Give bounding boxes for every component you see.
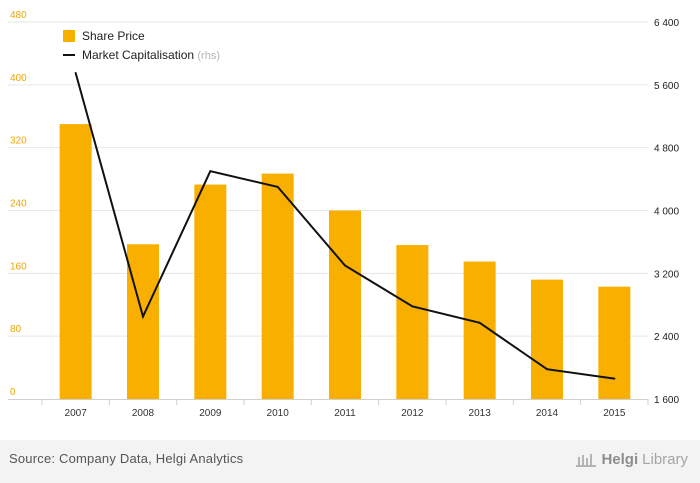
y-left-tick-label: 80 [10, 324, 22, 335]
legend-label-share-price: Share Price [82, 29, 145, 43]
x-tick-label: 2010 [267, 408, 290, 419]
footer: Source: Company Data, Helgi Analytics He… [0, 440, 700, 483]
y-left-tick-label: 240 [10, 199, 27, 210]
y-right-tick-label: 2 400 [654, 332, 679, 343]
line-point [546, 368, 548, 371]
x-tick-label: 2015 [603, 408, 626, 419]
line-point [344, 264, 346, 267]
x-tick-label: 2009 [199, 408, 222, 419]
legend-swatch-share-price [63, 30, 75, 42]
bar [59, 124, 92, 400]
line-point [411, 305, 414, 308]
brand-logo: Helgi Library [575, 451, 688, 468]
y-right-tick-label: 3 200 [654, 269, 679, 280]
x-tick-label: 2013 [469, 408, 492, 419]
bar [127, 244, 159, 399]
line-point [209, 170, 212, 173]
line-point [74, 72, 77, 75]
y-right-tick-label: 4 800 [654, 144, 679, 155]
bar [194, 184, 227, 399]
y-right-tick-label: 5 600 [654, 81, 679, 92]
y-left-tick-label: 480 [10, 10, 27, 21]
bar [261, 173, 294, 399]
y-right-tick-label: 6 400 [654, 18, 679, 29]
line-point [613, 377, 616, 380]
brand-part1: Helgi [601, 451, 639, 468]
x-tick-label: 2014 [536, 408, 559, 419]
x-tick-label: 2007 [65, 408, 88, 419]
legend-rhs-suffix: (rhs) [197, 50, 220, 62]
library-icon [576, 453, 597, 467]
y-left-tick-label: 320 [10, 136, 27, 147]
y-left-tick-label: 160 [10, 261, 27, 272]
bar [396, 245, 429, 399]
y-right-tick-label: 4 000 [654, 207, 679, 218]
line-point [478, 321, 481, 324]
bar [531, 279, 563, 399]
line-point [276, 185, 279, 188]
bar [329, 210, 361, 399]
y-right-tick-label: 1 600 [654, 395, 679, 406]
y-left-tick-label: 0 [10, 387, 16, 398]
line-point [142, 315, 144, 318]
legend-label-market-cap: Market Capitalisation (rhs) [82, 48, 220, 62]
y-left-tick-label: 400 [10, 73, 27, 84]
x-tick-label: 2008 [132, 408, 155, 419]
bar [598, 286, 631, 399]
brand-part2: Library [642, 451, 688, 468]
source-note: Source: Company Data, Helgi Analytics [9, 451, 244, 466]
x-tick-label: 2012 [401, 408, 424, 419]
x-tick-label: 2011 [334, 408, 356, 419]
